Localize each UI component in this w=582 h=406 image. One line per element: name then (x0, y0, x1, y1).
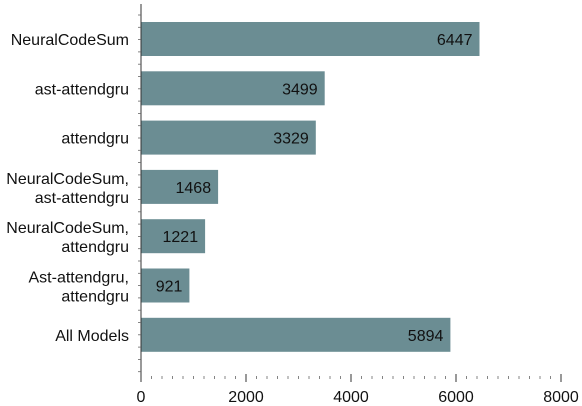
category-label: All Models (55, 328, 129, 345)
category-labels: NeuralCodeSum ast-attendgru attendgru Neura… (6, 32, 129, 345)
bar (141, 120, 316, 155)
bars-layer: 6447 3499 3329 1468 1221 921 5894 (141, 22, 480, 352)
x-tick-label: 4000 (333, 389, 369, 406)
category-label: ast-attendgru (35, 190, 129, 207)
x-tick-label: 0 (137, 389, 146, 406)
category-label: NeuralCodeSum, (6, 171, 129, 188)
bar-value-label: 1221 (163, 229, 199, 246)
category-label: attendgru (61, 239, 129, 256)
bar (141, 268, 190, 303)
bar-value-label: 3499 (282, 81, 318, 98)
bar (141, 317, 451, 352)
x-tick-label: 2000 (228, 389, 264, 406)
bar (141, 219, 206, 254)
category-label: Ast-attendgru, (29, 270, 130, 287)
x-tick-label: 6000 (438, 389, 474, 406)
bar (141, 22, 480, 56)
category-label: attendgru (61, 289, 129, 306)
category-label: ast-attendgru (35, 81, 129, 98)
x-axis: 0 2000 4000 6000 8000 (137, 4, 579, 406)
bar-value-label: 6447 (437, 32, 473, 49)
bar-value-label: 1468 (176, 180, 212, 197)
category-label: NeuralCodeSum, (6, 220, 129, 237)
bar (141, 169, 219, 204)
x-tick-label: 8000 (543, 389, 579, 406)
bar (141, 71, 325, 106)
category-label: attendgru (61, 131, 129, 148)
bar-value-label: 921 (156, 279, 183, 296)
category-label: NeuralCodeSum (11, 32, 129, 49)
bar-value-label: 5894 (408, 328, 444, 345)
bar-value-label: 3329 (273, 131, 309, 148)
